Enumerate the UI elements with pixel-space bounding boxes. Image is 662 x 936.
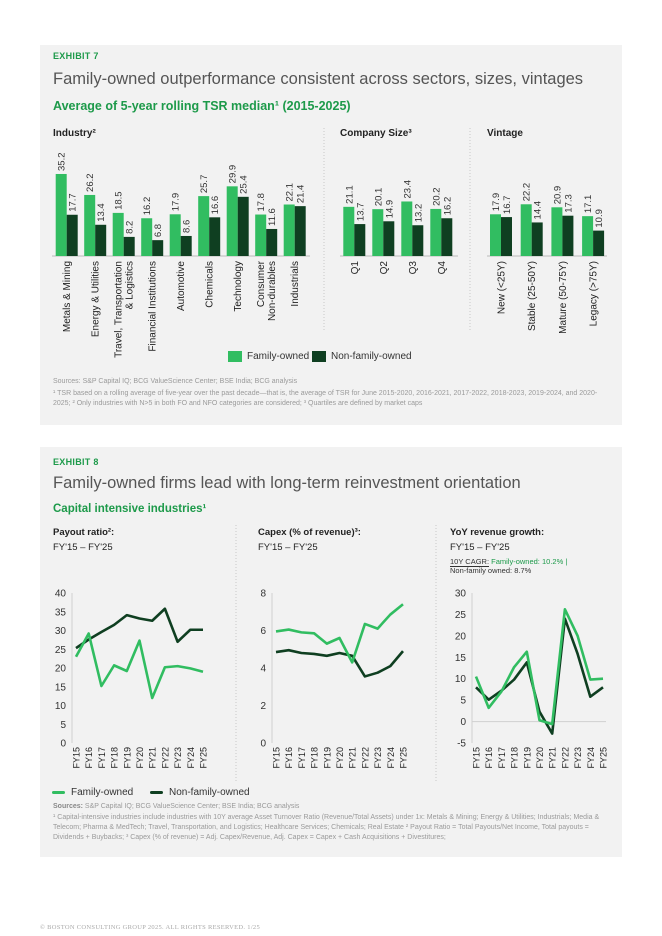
exhibit-8-label: EXHIBIT 8 xyxy=(53,457,99,467)
cagr-nonfamily: Non-family owned: 8.7% xyxy=(450,566,532,575)
sources-label: Sources: xyxy=(53,378,81,385)
exhibit-8-subtitle: Capital intensive industries¹ xyxy=(53,503,207,515)
exhibit-7-sources: Sources: S&P Capital IQ; BCG ValueScienc… xyxy=(53,377,613,387)
cagr-family: Family-owned: 10.2% | xyxy=(489,557,568,566)
legend-non-family-owned: Non-family-owned xyxy=(312,351,412,362)
cagr-label: 10Y CAGR: xyxy=(450,557,490,567)
exhibit-8-footnote: ¹ Capital-intensive industries include i… xyxy=(53,814,600,841)
legend-label: Family-owned xyxy=(247,351,310,362)
industry-header: Industry² xyxy=(53,128,96,139)
nonfamily-swatch xyxy=(312,351,326,362)
capex-period: FY'15 – FY'25 xyxy=(258,542,318,553)
exhibit-7-label: EXHIBIT 7 xyxy=(53,51,99,61)
company-size-header: Company Size³ xyxy=(340,128,412,139)
legend-non-family-owned-line: Non-family-owned xyxy=(150,787,250,798)
nonfamily-line-swatch xyxy=(150,791,163,794)
payout-period: FY'15 – FY'25 xyxy=(53,542,113,553)
legend-label: Non-family-owned xyxy=(169,787,250,798)
family-line-swatch xyxy=(52,791,65,794)
exhibit-7-title: Family-owned outperformance consistent a… xyxy=(53,70,584,88)
copyright-footer: © BOSTON CONSULTING GROUP 2025. ALL RIGH… xyxy=(40,924,261,931)
sources-text: S&P Capital IQ; BCG ValueScience Center;… xyxy=(80,378,298,385)
legend-family-owned: Family-owned xyxy=(228,351,309,362)
yoy-title: YoY revenue growth: xyxy=(450,527,545,538)
exhibit-8-sources: Sources: S&P Capital IQ; BCG ValueScienc… xyxy=(53,802,613,812)
exhibit-7-subtitle: Average of 5-year rolling TSR median¹ (2… xyxy=(53,99,351,113)
yoy-period: FY'15 – FY'25 xyxy=(450,542,510,553)
capex-title: Capex (% of revenue)³: xyxy=(258,527,361,538)
exhibit-7-footnote: ¹ TSR based on a rolling average of five… xyxy=(53,390,598,407)
exhibit-8-title: Family-owned firms lead with long-term r… xyxy=(53,474,521,492)
cagr-note: 10Y CAGR: Family-owned: 10.2% | Non-famil… xyxy=(450,557,567,575)
family-swatch xyxy=(228,351,242,362)
payout-title: Payout ratio²: xyxy=(53,527,115,538)
legend-label: Family-owned xyxy=(71,787,134,798)
sources-text: S&P Capital IQ; BCG ValueScience Center;… xyxy=(82,803,300,810)
legend-family-owned-line: Family-owned xyxy=(52,787,133,798)
sources-label: Sources: xyxy=(53,803,83,810)
vintage-header: Vintage xyxy=(487,128,523,139)
legend-label: Non-family-owned xyxy=(331,351,412,362)
